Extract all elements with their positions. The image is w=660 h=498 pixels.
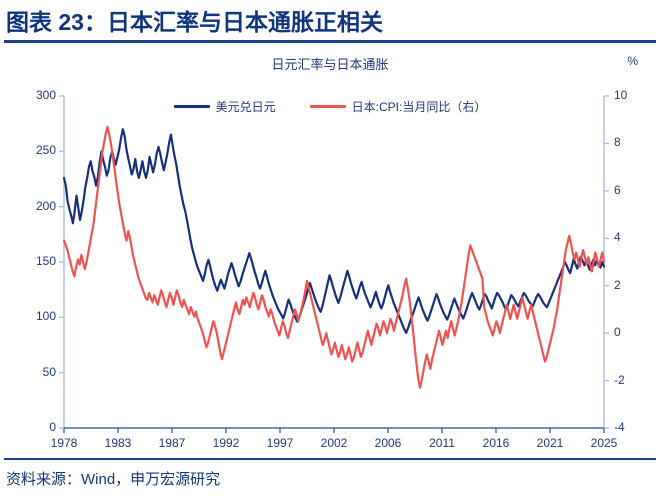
y2-axis-tick--2: -2 [614,372,625,387]
header-divider [4,40,656,43]
page-title: 图表 23：日本汇率与日本通胀正相关 [6,9,383,35]
y-axis-tick-300: 300 [35,88,56,102]
legend-label-usdjpy: 美元兑日元 [215,99,276,114]
series-line-usdjpy [62,128,606,334]
y-axis-tick-250: 250 [35,143,56,158]
legend-swatch-cpi [309,104,346,108]
y-axis-tick-0: 0 [49,420,56,434]
x-axis-tick-2025: 2025 [590,436,618,450]
series-line-cpi [62,125,606,389]
right-axis-unit-label: % [627,54,638,68]
x-axis-tick-2016: 2016 [482,436,510,450]
source-note: 资料来源：Wind，申万宏源研究 [6,471,221,488]
y2-axis-tick-6: 6 [614,182,621,197]
legend-label-cpi: 日本:CPI:当月同比（右） [351,99,487,114]
y-axis-tick-200: 200 [35,198,56,213]
y2-axis-tick--4: -4 [614,420,625,434]
y2-axis-tick-4: 4 [614,230,621,245]
footer-divider [4,458,656,460]
legend-swatch-usdjpy [173,104,210,108]
x-axis-tick-2011: 2011 [429,436,455,450]
legend-item-cpi[interactable]: 日本:CPI:当月同比（右） [309,98,487,115]
x-axis-tick-1992: 1992 [212,436,240,450]
chart-legend: 美元兑日元 日本:CPI:当月同比（右） [0,96,660,116]
x-axis-tick-1997: 1997 [266,436,294,450]
legend-item-usdjpy[interactable]: 美元兑日元 [173,98,276,115]
x-axis-tick-1987: 1987 [158,436,186,450]
x-axis-tick-2002: 2002 [320,436,348,450]
x-axis-tick-1978: 1978 [50,436,78,450]
y2-axis-tick-8: 8 [614,135,621,150]
y2-axis-tick-2: 2 [614,277,621,292]
y2-axis-tick-0: 0 [614,325,621,340]
figure-header: 图表 23：日本汇率与日本通胀正相关 [0,0,660,46]
chart-plot [59,95,609,433]
chart-title: 日元汇率与日本通胀 [271,57,389,72]
x-axis-tick-2006: 2006 [374,436,402,450]
y-axis-tick-150: 150 [35,254,56,268]
y2-axis-tick-10: 10 [614,88,628,102]
chart-area: 日元汇率与日本通胀 % 美元兑日元 日本:CPI:当月同比（右） 0 50 100 1… [0,46,660,452]
x-axis-tick-2021: 2021 [536,436,564,450]
y-axis-tick-50: 50 [42,364,56,379]
x-axis-tick-1983: 1983 [104,436,132,450]
y-axis-tick-100: 100 [35,309,56,324]
